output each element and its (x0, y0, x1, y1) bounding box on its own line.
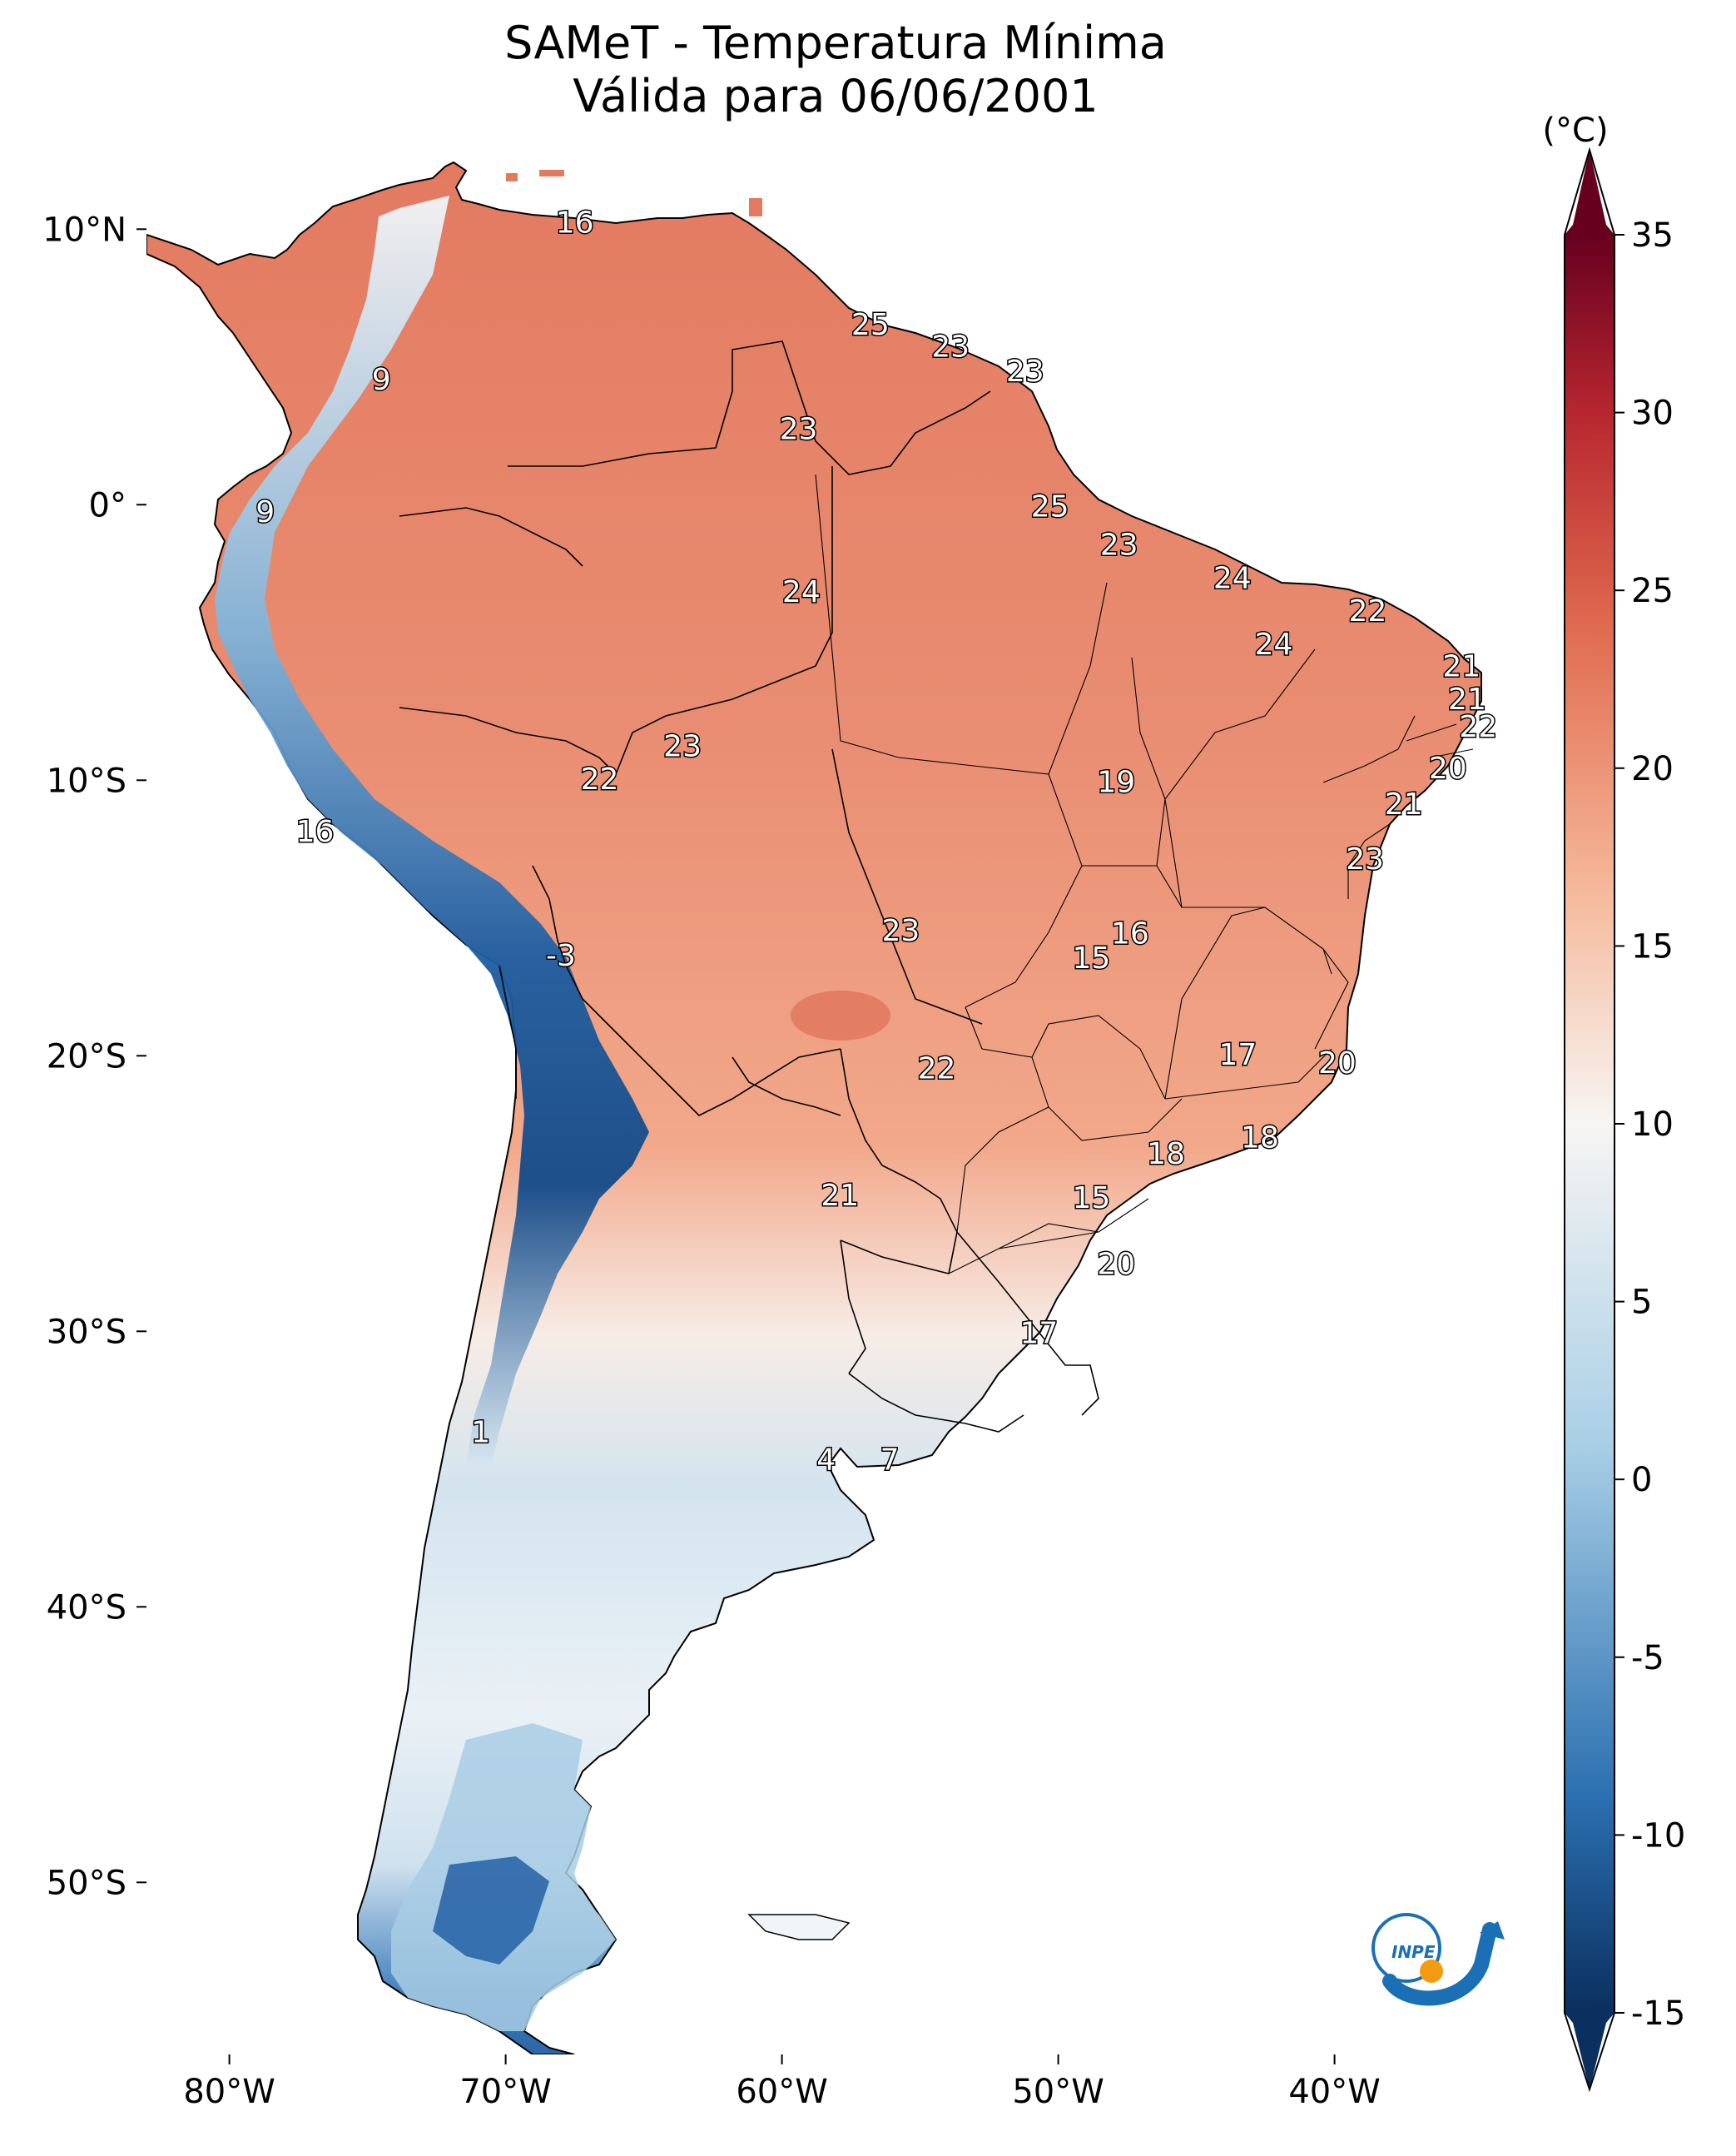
colorbar-ticks: 35 30 25 20 15 10 5 0 -5 -10 -15 (1614, 216, 1685, 2033)
temperature-label: 21 (821, 1179, 859, 1213)
colorbar: (°C) 35 30 25 20 15 10 5 0 -5 -10 -15 (1542, 112, 1685, 2093)
lat-tick-label: 30°S (47, 1313, 126, 1351)
lat-tick-label: 0° (89, 486, 126, 524)
country-borders (399, 340, 1099, 1433)
temperature-label: 21 (1442, 649, 1481, 683)
island-caribbean-2 (539, 170, 564, 176)
colorbar-bottom-arrow (1565, 2013, 1614, 2089)
temperature-label: 1 (471, 1415, 490, 1449)
map-layer (146, 161, 1482, 2054)
temperature-label: 17 (1218, 1038, 1257, 1072)
lat-tick-label: 10°N (42, 211, 126, 249)
colorbar-tick-label: 25 (1631, 572, 1674, 610)
lat-tick-label: 40°S (47, 1588, 126, 1627)
warm-spot (791, 991, 890, 1041)
colorbar-tick-label: 0 (1631, 1461, 1652, 1499)
temperature-label: 24 (1213, 561, 1252, 595)
temperature-label: 23 (1346, 842, 1384, 877)
falkland-islands (747, 1914, 851, 1940)
colorbar-tick-label: 10 (1631, 1105, 1674, 1144)
temperature-label: 23 (780, 413, 818, 447)
temperature-label: 20 (1097, 1248, 1135, 1282)
tierra-del-fuego-cold (433, 1856, 549, 1965)
temperature-label: 7 (880, 1443, 900, 1478)
temperature-label: 22 (1459, 710, 1497, 744)
temperature-label: 22 (581, 763, 619, 797)
temperature-label: 9 (255, 495, 275, 529)
title-line-2: Válida para 06/06/2001 (573, 70, 1099, 122)
temperature-label: 18 (1147, 1137, 1185, 1171)
temperature-label: -3 (546, 939, 576, 973)
lat-tick-label: 20°S (47, 1037, 126, 1076)
lon-tick-label: 50°W (1012, 2073, 1104, 2111)
lon-tick-label: 80°W (183, 2073, 275, 2111)
temperature-label: 25 (1031, 489, 1069, 524)
temperature-label: 4 (816, 1443, 836, 1478)
temperature-label: 18 (1241, 1120, 1279, 1155)
state-borders (815, 474, 1474, 1274)
temperature-label: 20 (1429, 752, 1467, 786)
lat-tick-label: 50°S (47, 1864, 126, 1902)
temperature-label: 20 (1318, 1046, 1357, 1080)
temperature-label: 16 (1111, 917, 1149, 951)
lon-tick-label: 70°W (459, 2073, 551, 2111)
colorbar-tick-label: 30 (1631, 395, 1674, 433)
title-line-1: SAMeT - Temperatura Mínima (504, 17, 1167, 69)
colorbar-unit: (°C) (1542, 112, 1608, 150)
temperature-label: 23 (1100, 529, 1138, 563)
lon-axis: 80°W 70°W 60°W 50°W 40°W (183, 2054, 1381, 2111)
lat-axis: 10°N 0° 10°S 20°S 30°S 40°S 50°S (42, 211, 146, 1902)
colorbar-tick-label: 15 (1631, 927, 1674, 966)
temperature-label: 15 (1073, 1181, 1111, 1215)
lon-tick-label: 40°W (1288, 2073, 1380, 2111)
inpe-logo: INPE (1371, 1913, 1505, 2006)
colorbar-tick-label: -15 (1631, 1995, 1685, 2033)
lon-tick-label: 60°W (736, 2073, 827, 2111)
island-trinidad (749, 198, 762, 216)
temperature-label: 17 (1019, 1316, 1058, 1350)
colorbar-tick-label: 5 (1631, 1284, 1652, 1322)
temperature-label: 9 (372, 363, 391, 397)
colorbar-gradient (1565, 235, 1614, 2013)
colorbar-top-arrow (1565, 150, 1614, 235)
temperature-label: 23 (1006, 355, 1044, 389)
lat-tick-label: 10°S (47, 762, 126, 800)
map-title: SAMeT - Temperatura Mínima Válida para 0… (146, 17, 1525, 123)
temperature-label: 25 (851, 308, 890, 342)
temperature-label: 24 (782, 575, 821, 609)
colorbar-tick-label: -10 (1631, 1816, 1685, 1855)
temperature-label: 21 (1448, 683, 1486, 717)
colorbar-tick-label: -5 (1631, 1639, 1664, 1677)
temperature-label: 16 (296, 815, 335, 849)
temperature-label: 23 (931, 330, 970, 364)
colorbar-tick-label: 35 (1631, 216, 1674, 255)
temperature-label: 23 (663, 729, 702, 763)
temperature-label: 22 (918, 1052, 956, 1086)
island-caribbean (506, 173, 518, 181)
temperature-label: 22 (1349, 594, 1387, 628)
temperature-label: 16 (556, 206, 594, 240)
temperature-label: 23 (881, 914, 920, 948)
andes-cold-band (215, 196, 649, 1465)
temperature-label: 15 (1073, 941, 1111, 976)
temperature-label: 24 (1255, 628, 1293, 662)
logo-text: INPE (1391, 1942, 1436, 1962)
temperature-label: 19 (1097, 765, 1135, 799)
colorbar-tick-label: 20 (1631, 750, 1674, 788)
temperature-label: 21 (1385, 787, 1423, 822)
